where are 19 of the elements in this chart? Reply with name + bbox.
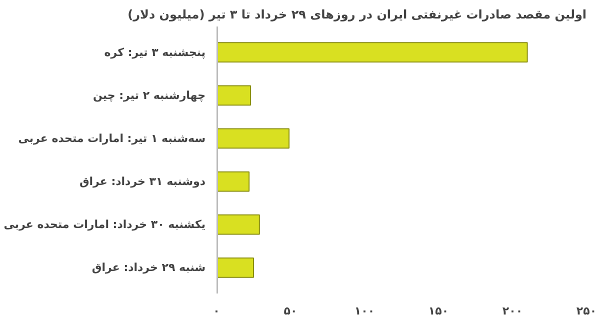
x-tick-label: ۰ <box>213 304 220 318</box>
chart-title: اولین مقصد صادرات غیرنفتی ایران در روزهای ۲۹ خرداد تا ۳ تیر (میلیون دلار) <box>128 8 587 22</box>
x-tick-label: ۲۰۰ <box>502 304 523 318</box>
y-tick-label: سه‌شنبه ۱ تیر: امارات متحده عربی <box>18 132 206 145</box>
bar <box>216 257 254 278</box>
y-tick-label: یکشنبه ۳۰ خرداد: امارات متحده عربی <box>4 218 206 232</box>
y-tick-label: پنجشنبه ۳ تیر: کره <box>104 46 206 59</box>
bar <box>216 171 250 192</box>
bar <box>216 42 528 63</box>
x-tick-label: ۵۰ <box>284 304 298 318</box>
x-tick-label: ۱۵۰ <box>428 304 449 318</box>
y-tick-label: دوشنبه ۳۱ خرداد: عراق <box>79 175 206 188</box>
bar <box>216 85 252 106</box>
y-tick-label: چهارشنبه ۲ تیر: چین <box>92 88 206 102</box>
bar <box>216 214 260 235</box>
bar <box>216 128 290 149</box>
x-tick-label: ۲۵۰ <box>576 304 597 318</box>
x-tick-label: ۱۰۰ <box>354 304 375 318</box>
y-tick-label: شنبه ۲۹ خرداد: عراق <box>92 261 206 274</box>
